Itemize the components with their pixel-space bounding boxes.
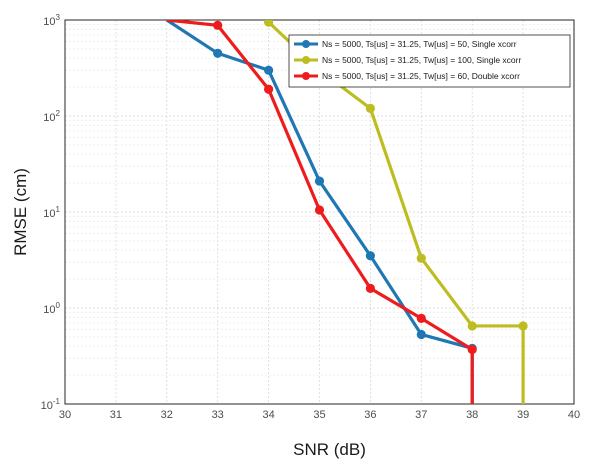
x-tick-labels: 30 31 32 33 34 35 36 37 38 39 40 [59,409,580,421]
data-point [467,321,477,331]
y-axis-label: RMSE (cm) [11,168,30,256]
data-point [365,103,375,113]
x-tick-label: 30 [59,409,71,421]
x-tick-label: 32 [161,409,173,421]
plot-frame [64,19,575,405]
y-tick-label: 101 [43,205,60,220]
data-point [314,176,325,186]
data-point [264,84,274,94]
x-tick-label: 37 [415,409,427,421]
legend-swatch-marker [302,56,310,64]
data-point [264,20,274,27]
data-point [314,205,325,215]
series-line [166,20,474,404]
x-tick-label: 35 [313,409,325,421]
y-tick-label: 10-1 [41,397,61,412]
legend-swatch-marker [302,72,310,80]
data-point [365,283,375,294]
legend-swatch-marker [302,40,310,48]
x-tick-label: 40 [568,409,580,421]
legend-entry: Ns = 5000, Ts[us] = 31.25, Tw[us] = 60, … [322,71,520,81]
data-point [365,251,375,261]
x-tick-label: 38 [466,409,478,421]
data-point [213,48,223,58]
data-point [213,20,223,30]
data-point [467,344,477,355]
x-tick-label: 33 [212,409,224,421]
data-point [416,253,426,263]
series-3 [166,20,477,404]
y-tick-label: 103 [43,13,60,28]
legend-entry: Ns = 5000, Ts[us] = 31.25, Tw[us] = 50, … [322,39,517,49]
legend-entry: Ns = 5000, Ts[us] = 31.25, Tw[us] = 100,… [322,55,521,65]
data-point [264,65,274,75]
data-point [416,313,426,323]
x-tick-label: 39 [517,409,529,421]
x-axis-label: SNR (dB) [293,440,366,459]
data-point [518,321,528,331]
x-tick-label: 31 [110,409,122,421]
y-tick-label: 102 [43,109,60,124]
legend-box [288,34,571,88]
y-tick-labels: 10-1 100 101 102 103 [41,13,61,412]
x-tick-label: 36 [364,409,376,421]
x-tick-label: 34 [262,409,274,421]
y-tick-label: 100 [43,301,60,316]
data-point [416,329,426,340]
legend: Ns = 5000, Ts[us] = 31.25, Tw[us] = 50, … [288,34,571,88]
